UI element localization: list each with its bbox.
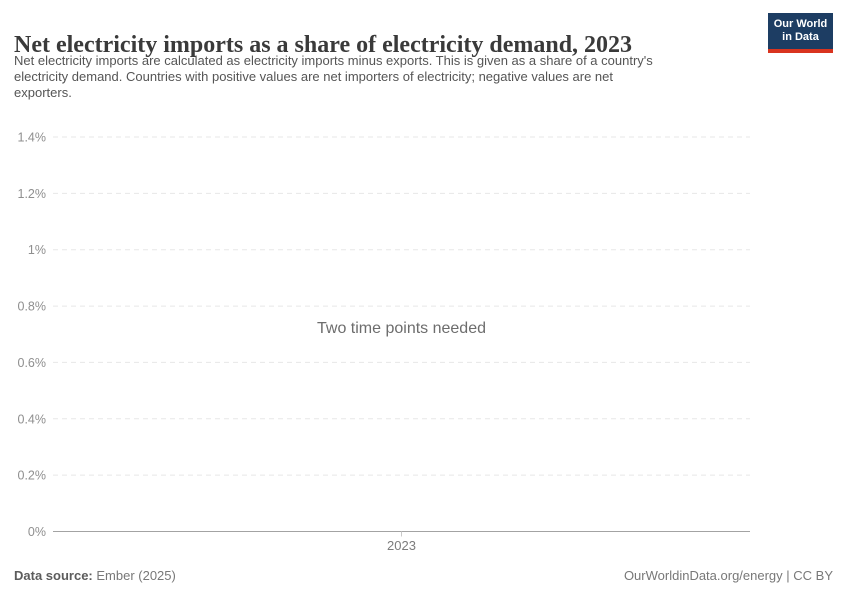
y-tick-label: 1.4%: [18, 131, 47, 145]
chart-subtitle: Net electricity imports are calculated a…: [14, 53, 774, 102]
subtitle-line: exporters.: [14, 85, 72, 101]
data-source-label: Data source:: [14, 568, 93, 583]
data-source: Data source: Ember (2025): [14, 568, 176, 583]
y-tick-label: 0.4%: [18, 412, 47, 426]
credit-link[interactable]: OurWorldinData.org/energy | CC BY: [623, 568, 833, 583]
chart-footer: Data source: Ember (2025) OurWorldinData…: [14, 568, 833, 583]
page-title: Net electricity imports as a share of el…: [14, 32, 633, 59]
owid-logo-line1: Our World: [773, 18, 828, 30]
y-tick-label: 0.8%: [18, 300, 47, 314]
y-tick-label: 0.2%: [18, 469, 47, 483]
chart-empty-message: Two time points needed: [317, 320, 486, 337]
y-tick-label: 0.6%: [18, 356, 47, 370]
owid-logo[interactable]: Our World in Data: [768, 13, 833, 53]
y-tick-label: 0%: [28, 525, 46, 539]
owid-logo-line2: in Data: [782, 31, 819, 43]
y-tick-label: 1.2%: [18, 187, 47, 201]
subtitle-line: electricity demand. Countries with posit…: [14, 69, 614, 85]
data-source-value: Ember (2025): [92, 568, 176, 583]
subtitle-line: Net electricity imports are calculated a…: [14, 53, 653, 68]
x-tick-label: 2023: [387, 538, 416, 553]
y-tick-label: 1%: [28, 243, 46, 257]
